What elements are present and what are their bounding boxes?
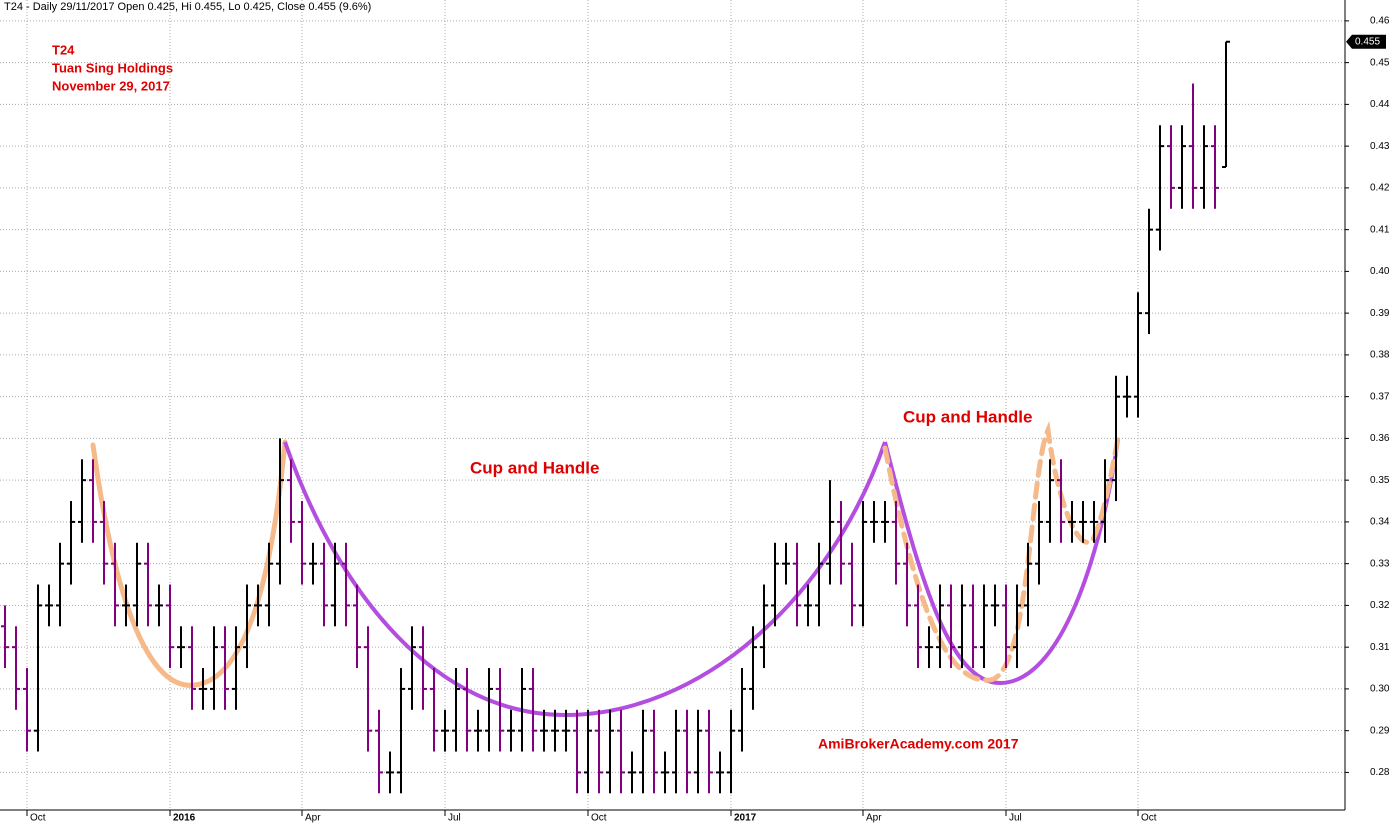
watermark: AmiBrokerAcademy.com 2017 xyxy=(818,736,1019,752)
date: November 29, 2017 xyxy=(52,78,170,93)
symbol: T24 xyxy=(52,42,75,57)
y-tick-label: 0.36 xyxy=(1370,433,1390,444)
y-tick-label: 0.40 xyxy=(1370,266,1390,277)
y-tick-label: 0.44 xyxy=(1370,99,1390,110)
grid xyxy=(0,0,1345,810)
cup-curve xyxy=(90,439,288,688)
y-tick-label: 0.32 xyxy=(1370,600,1390,611)
y-tick-label: 0.37 xyxy=(1370,391,1390,402)
x-tick-label: Oct xyxy=(591,813,607,824)
y-tick-label: 0.42 xyxy=(1370,183,1390,194)
x-tick-label: Jul xyxy=(448,813,461,824)
y-tick-label: 0.39 xyxy=(1370,308,1390,319)
y-tick-label: 0.28 xyxy=(1370,767,1390,778)
y-tick-label: 0.46 xyxy=(1370,16,1390,27)
x-tick-label: Oct xyxy=(30,813,46,824)
price-bars xyxy=(1,40,1230,794)
x-tick-label: Apr xyxy=(866,813,882,824)
y-tick-label: 0.38 xyxy=(1370,350,1390,361)
y-tick-label: 0.33 xyxy=(1370,558,1390,569)
y-tick-label: 0.45 xyxy=(1370,57,1390,68)
x-tick-label: 2017 xyxy=(734,813,757,824)
cup-curve xyxy=(283,441,887,718)
y-tick-label: 0.43 xyxy=(1370,141,1390,152)
y-tick-label: 0.34 xyxy=(1370,517,1390,528)
y-tick-label: 0.31 xyxy=(1370,642,1390,653)
y-tick-label: 0.30 xyxy=(1370,684,1390,695)
last-price-label: 0.455 xyxy=(1355,36,1380,47)
y-tick-label: 0.35 xyxy=(1370,475,1390,486)
handle-curve xyxy=(882,420,1121,683)
x-tick-label: 2016 xyxy=(173,813,196,824)
last-price-marker xyxy=(1346,34,1386,49)
y-tick-label: 0.29 xyxy=(1370,725,1390,736)
x-tick-label: Oct xyxy=(1141,813,1157,824)
annotation: Cup and Handle xyxy=(470,458,599,477)
header: T24 - Daily 29/11/2017 Open 0.425, Hi 0.… xyxy=(4,1,371,13)
y-tick-label: 0.41 xyxy=(1370,224,1390,235)
x-tick-label: Jul xyxy=(1009,813,1022,824)
cup-curve xyxy=(883,439,1120,686)
annotation: Cup and Handle xyxy=(903,407,1032,426)
x-tick-label: Apr xyxy=(305,813,321,824)
company: Tuan Sing Holdings xyxy=(52,60,173,75)
